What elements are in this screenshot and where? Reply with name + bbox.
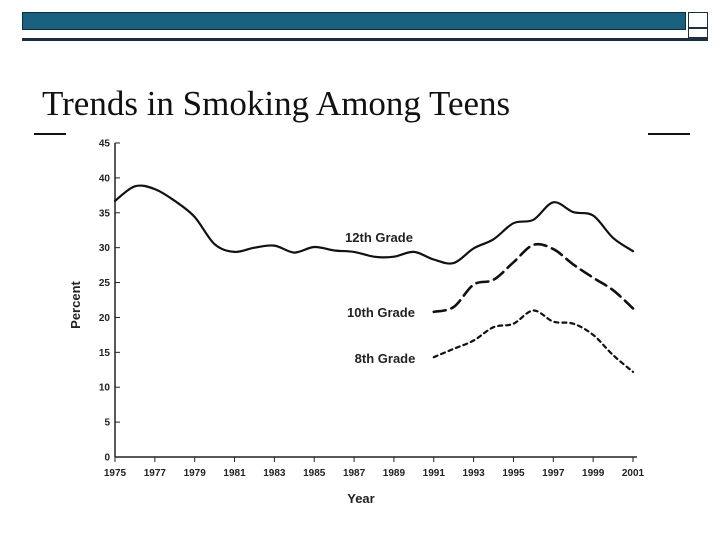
series-labels: 12th Grade 10th Grade 8th Grade [345,230,415,366]
y-tick-label: 15 [99,348,111,359]
slide-top-bar [22,12,708,41]
y-tick-label: 45 [99,139,111,150]
x-tick-label: 1981 [223,468,246,479]
y-tick-label: 30 [99,243,111,254]
y-tick-label: 40 [99,173,111,184]
series-line-8th-grade [432,309,635,373]
y-tick-label: 25 [99,278,111,289]
y-tick-label: 35 [99,208,111,219]
title-rule-left [34,133,66,135]
x-tick-label: 1993 [462,468,485,479]
y-tick-label: 20 [99,313,111,324]
chart-lines [113,184,635,373]
title-rule-right [648,133,690,135]
series-label-10th-grade: 10th Grade [347,305,415,320]
series-label-12th-grade: 12th Grade [345,230,413,245]
series-label-8th-grade: 8th Grade [355,351,416,366]
x-tick-label: 1983 [263,468,286,479]
x-tick-label: 1977 [144,468,167,479]
x-tick-label: 1997 [542,468,565,479]
x-tick-label: 1979 [184,468,207,479]
x-tick-label: 1985 [303,468,326,479]
series-line-12th-grade [113,184,635,265]
x-tick-label: 1987 [343,468,366,479]
x-tick-label: 1995 [502,468,525,479]
y-tick-label: 10 [99,383,111,394]
series-line-10th-grade [432,242,635,314]
x-tick-label: 1989 [383,468,406,479]
chart-axes: 0 5 10 15 20 25 30 35 40 45 1975 1977 1979 1981 1983 19… [99,139,645,480]
x-tick-label: 1999 [582,468,605,479]
top-rule [22,38,708,41]
x-axis-label: Year [347,491,374,506]
top-band [22,12,686,30]
x-tick-label: 2001 [622,468,645,479]
y-tick-label: 5 [104,418,110,429]
corner-square-top [688,12,708,28]
x-tick-label: 1975 [104,468,127,479]
y-tick-label: 0 [104,453,110,464]
chart-background [96,138,648,510]
slide-title: Trends in Smoking Among Teens [42,84,511,123]
x-tick-label: 1991 [423,468,446,479]
corner-square-bottom [688,28,708,38]
y-axis-label: Percent [68,280,83,328]
